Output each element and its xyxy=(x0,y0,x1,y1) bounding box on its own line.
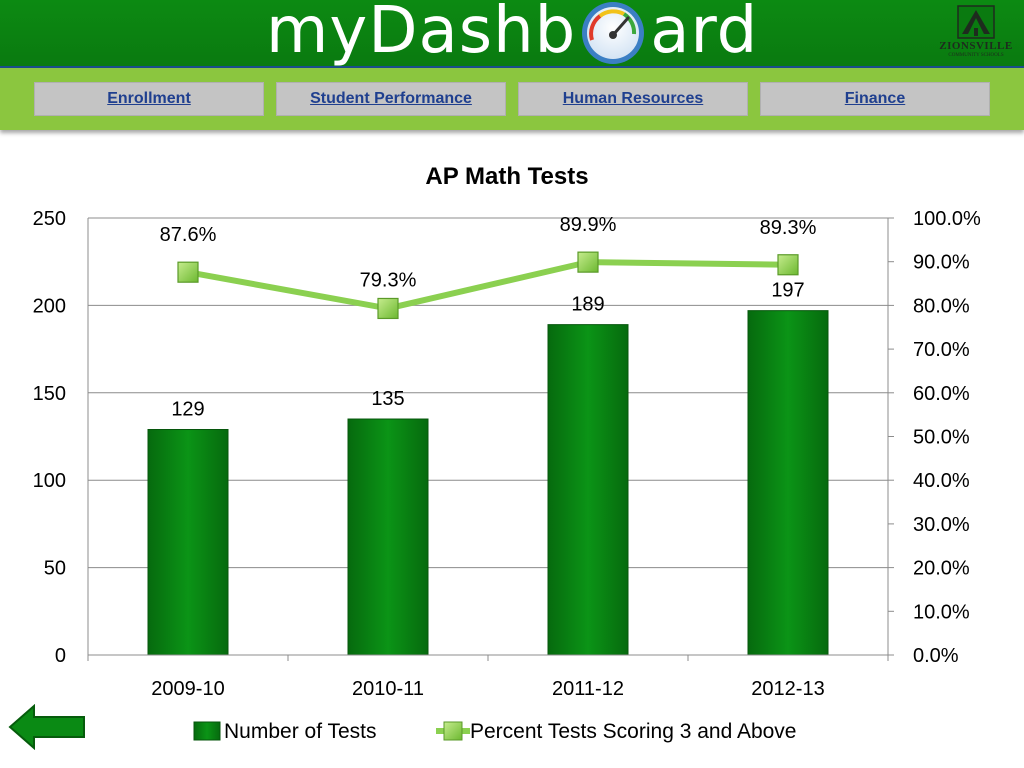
percent-data-label: 89.9% xyxy=(560,214,617,236)
legend-bar-swatch xyxy=(193,721,221,741)
chart-title: AP Math Tests xyxy=(425,163,588,190)
right-tick-label: 20.0% xyxy=(913,558,970,580)
right-tick-label: 90.0% xyxy=(913,252,970,274)
percent-line xyxy=(187,259,789,312)
left-tick-label: 50 xyxy=(44,558,66,580)
tree-emblem-icon xyxy=(957,5,995,39)
legend-line-marker xyxy=(443,721,463,741)
app-brand: myDashb ard xyxy=(266,0,758,68)
left-tick-label: 250 xyxy=(33,208,66,230)
x-tick-label: 2009-10 xyxy=(151,678,224,700)
x-tick-label: 2012-13 xyxy=(751,678,824,700)
brand-left: myDashb xyxy=(266,0,577,68)
speedometer-gauge-icon xyxy=(582,2,645,64)
x-tick-label: 2011-12 xyxy=(552,678,624,700)
right-tick-label: 0.0% xyxy=(913,645,959,667)
x-tick-label: 2010-11 xyxy=(352,678,424,700)
bar-data-label: 197 xyxy=(771,280,804,302)
district-logo: ZIONSVILLE COMMUNITY SCHOOLS xyxy=(936,4,1016,62)
percent-data-label: 87.6% xyxy=(160,224,217,246)
percent-marker xyxy=(377,297,399,320)
left-tick-label: 200 xyxy=(33,295,66,317)
percent-marker xyxy=(577,251,599,273)
percent-marker xyxy=(177,261,199,283)
right-tick-label: 60.0% xyxy=(913,383,970,405)
left-tick-label: 150 xyxy=(33,383,66,405)
right-tick-label: 70.0% xyxy=(913,339,970,361)
bar xyxy=(147,429,229,656)
percent-data-label: 89.3% xyxy=(760,217,817,239)
nav-enrollment-link[interactable]: Enrollment xyxy=(34,82,264,116)
left-tick-label: 0 xyxy=(55,645,66,667)
header-bar: myDashb ard ZIONSVILLE COMMUNIT xyxy=(0,0,1024,68)
left-tick-label: 100 xyxy=(33,470,66,492)
bar-data-label: 135 xyxy=(371,388,404,410)
bar-data-label: 129 xyxy=(171,399,204,421)
back-arrow-icon[interactable] xyxy=(8,704,86,750)
right-tick-label: 10.0% xyxy=(913,601,970,623)
nav-finance-link[interactable]: Finance xyxy=(760,82,990,116)
logo-subtext: COMMUNITY SCHOOLS xyxy=(948,53,1004,58)
bar xyxy=(347,418,429,656)
percent-marker xyxy=(777,254,799,276)
right-tick-label: 40.0% xyxy=(913,470,970,492)
percent-data-label: 79.3% xyxy=(360,269,417,291)
logo-text: ZIONSVILLE xyxy=(939,40,1013,52)
bar xyxy=(747,310,829,656)
right-tick-label: 80.0% xyxy=(913,295,970,317)
brand-right: ard xyxy=(650,0,759,68)
bar xyxy=(547,324,629,656)
nav-human-resources-link[interactable]: Human Resources xyxy=(518,82,748,116)
right-tick-label: 50.0% xyxy=(913,427,970,449)
right-tick-label: 100.0% xyxy=(913,208,981,230)
nav-bar: Enrollment Student Performance Human Res… xyxy=(0,68,1024,130)
right-tick-label: 30.0% xyxy=(913,514,970,536)
legend-line-label: Percent Tests Scoring 3 and Above xyxy=(470,720,796,743)
ap-math-chart: AP Math Tests 129 135 189 197 87.6% 79.3% 89.… xyxy=(33,163,981,743)
nav-student-performance-link[interactable]: Student Performance xyxy=(276,82,506,116)
legend-bar-label: Number of Tests xyxy=(224,720,377,743)
bar-data-label: 189 xyxy=(571,294,604,316)
